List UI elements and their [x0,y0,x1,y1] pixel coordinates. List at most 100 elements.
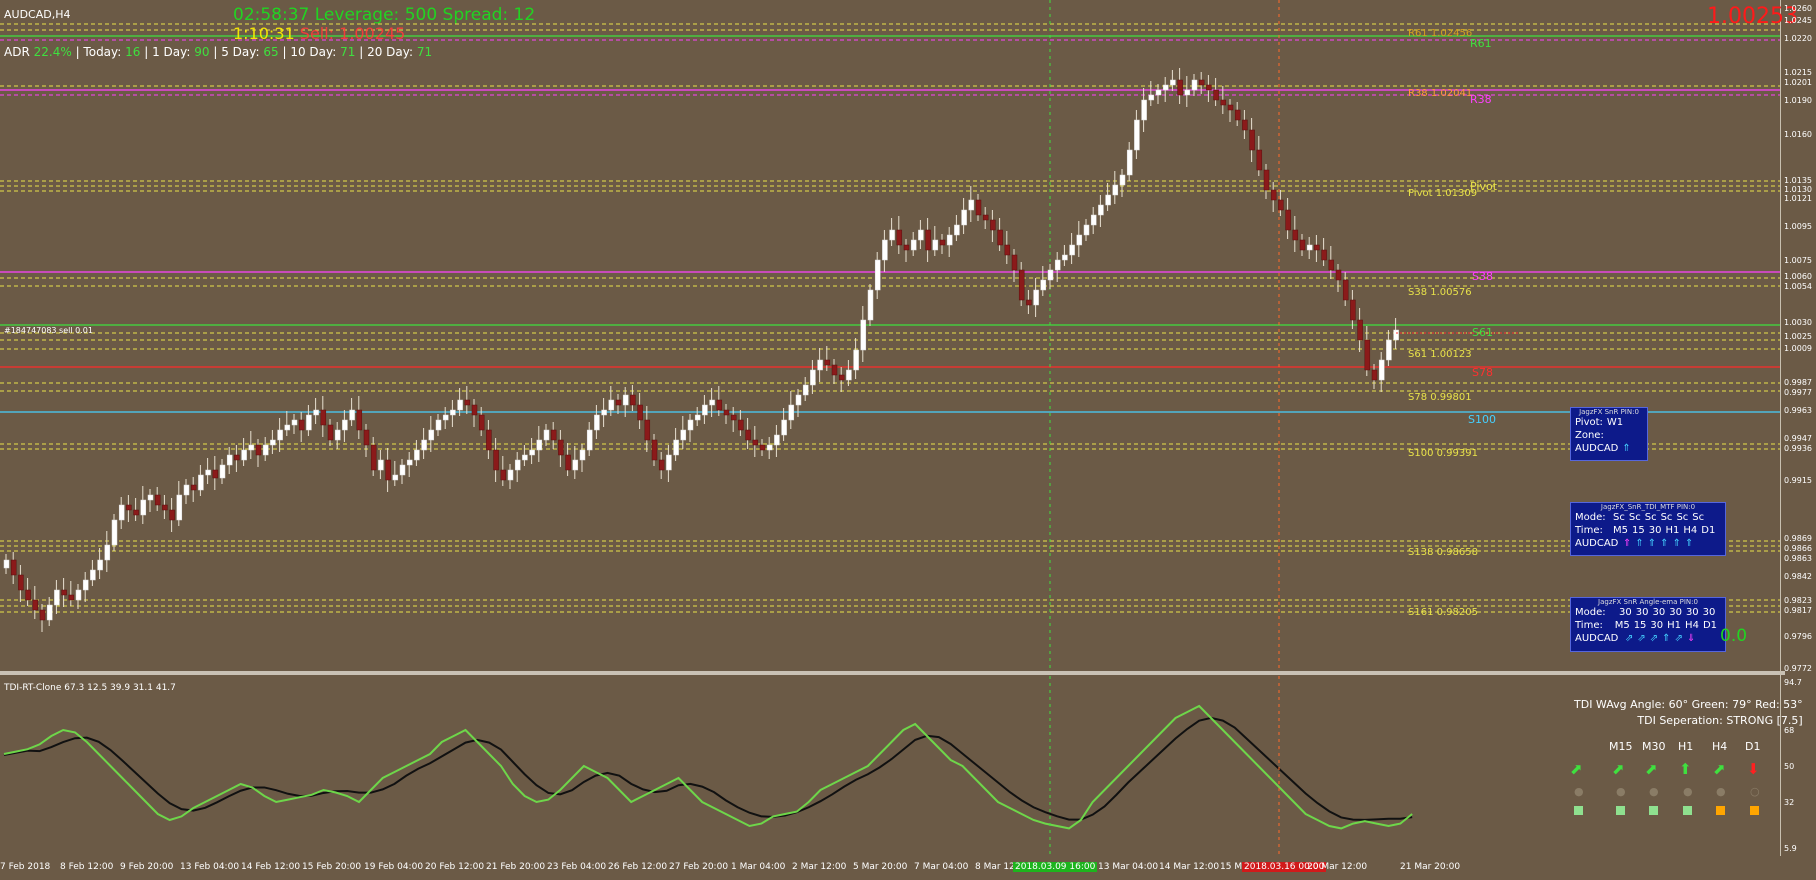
status-dot-icon: ● [1616,785,1626,798]
price-chart[interactable] [0,0,1780,672]
angle-ema-panel[interactable]: JagzFX SnR Angle-ema PIN:0 Mode: 30 30 30 3… [1570,597,1726,652]
candle-body [709,399,715,406]
candle-body [32,599,39,611]
tdi-chart[interactable] [0,676,1780,856]
candle-body [1011,254,1018,271]
price-tick: 1.0075 [1784,256,1812,265]
time-tick: 8 Feb 12:00 [60,862,114,872]
candle-body [406,459,413,466]
candle-body [392,474,399,481]
candle-body [1126,149,1133,176]
adr-value: 22.4% [33,45,72,59]
angle-time: M5 [1614,620,1630,631]
candle-body [990,219,996,231]
time-tick: 26 Feb 12:00 [608,862,668,872]
panel-separator[interactable] [0,671,1785,675]
tdi-mtf-time-label: Time: [1575,525,1603,536]
candle-body [543,429,550,441]
tdi-mtf-mode: Sc [1676,512,1689,523]
candle-body [226,454,233,466]
snr-panel[interactable]: JagzFX SnR PIN:0 Pivot: W1 Zone: AUDCAD ⇑ [1570,407,1648,461]
candle-body [421,439,427,451]
candle-body [1141,99,1147,121]
order-label[interactable]: #184747083 sell 0.01 [4,326,93,335]
level-s161-value: S161 0.98205 [1408,607,1478,618]
candle-body [1220,99,1227,106]
candle-body [234,454,240,461]
tf-h4: H4 [1712,740,1728,753]
angle-mode: 30 [1619,607,1632,618]
candle-body [889,229,895,241]
time-tick: 13 Mar 04:00 [1098,862,1159,872]
candle-body [1177,79,1183,96]
time-axis[interactable]: 7 Feb 2018 8 Feb 12:00 9 Feb 20:00 13 Fe… [0,860,1780,880]
time-tick: 7 Feb 2018 [0,862,51,872]
adr-20d-label: | 20 Day: [359,45,414,59]
tdi-mtf-mode: Sc [1613,512,1625,523]
price-tick: 0.9863 [1784,554,1812,563]
arrow-up-right-icon: ⬈ [1570,760,1583,778]
candle-body [730,414,737,421]
candle-body [133,509,139,516]
angle-ema-title: JagzFX SnR Angle-ema PIN:0 [1598,598,1698,606]
price-tick: 0.9977 [1784,388,1812,397]
price-tick: 1.0190 [1784,96,1812,105]
tdi-mtf-time: M5 [1613,525,1628,536]
tdi-mtf-panel[interactable]: JagzFX_SnR_TDI_MTF PIN:0 Mode: Sc Sc Sc Sc S… [1570,502,1726,556]
candle-body [1270,189,1277,201]
adr-10d-label: | 10 Day: [282,45,337,59]
status-dot-icon: ○ [1750,785,1760,798]
status-square-icon [1574,806,1583,815]
angle-mode: 30 [1669,607,1682,618]
candle-body [1299,239,1306,251]
price-tick: 1.0201 [1784,78,1812,87]
candle-body [428,429,435,441]
candle-body [1040,279,1047,291]
crosshair-time-red: 2018.03.16 00:00 [1242,862,1327,872]
candle-body [478,414,485,431]
candle-body [154,494,161,506]
candle-body [313,409,319,416]
tdi-angle-line: TDI WAvg Angle: 60° Green: 79° Red: 53° [1574,698,1803,711]
candle-body [788,404,795,421]
arrow-up-right-icon: ⬈ [1713,760,1726,778]
candle-body [601,409,607,416]
arrow-up-icon: ⇑ [1635,538,1644,549]
candle-body [961,209,967,226]
arrow-up-icon: ⬆ [1679,760,1692,778]
candle-body [910,239,917,251]
tdi-indicator-label: TDI-RT-Clone 67.3 12.5 39.9 31.1 41.7 [4,683,176,693]
candle-body [1170,79,1176,86]
candle-body [781,419,787,436]
candle-body [219,464,226,479]
candle-body [169,509,175,521]
adr-20d-value: 71 [416,45,433,59]
candle-body [75,589,82,601]
status-square-icon [1750,806,1759,815]
candle-body [1321,249,1327,261]
candle-body [817,359,823,371]
level-s78-value: S78 0.99801 [1408,392,1472,403]
price-tick: 1.0220 [1784,34,1812,43]
price-tick: 0.9987 [1784,378,1812,387]
price-axis[interactable]: 1.0260 1.0245 1.0220 1.0215 1.0201 1.019… [1784,0,1816,856]
candle-body [1335,269,1342,281]
price-tick: 1.0245 [1784,16,1812,25]
candle-body [277,429,283,441]
price-tick: 1.0025 [1784,332,1812,341]
candle-body [745,429,751,441]
candle-body [176,494,183,521]
candle-body [651,439,658,461]
candle-body [1148,94,1155,101]
candle-body [1155,89,1162,96]
price-tick: 1.0260 [1784,4,1812,13]
status-dot-icon: ● [1574,785,1584,798]
price-axis-border [1780,0,1781,856]
candle-body [1378,359,1385,381]
candle-body [68,594,75,601]
candle-body [954,224,960,236]
candle-body [1328,259,1335,271]
candle-body [291,419,298,426]
candle-body [471,404,478,416]
candle-body [90,569,96,581]
